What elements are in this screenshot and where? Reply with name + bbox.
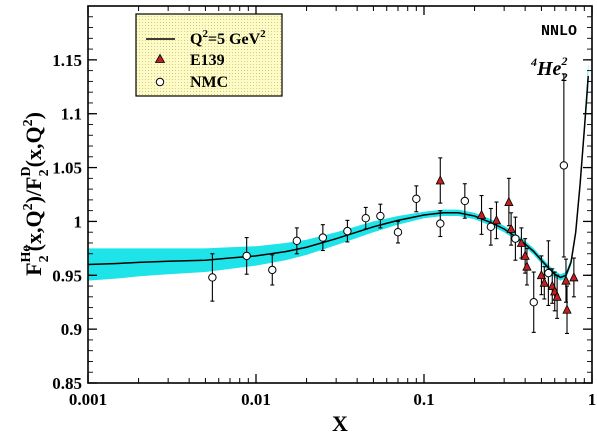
nucleus-label: 4He22 [530, 54, 567, 84]
x-tick-label: 1 [588, 390, 597, 409]
plot-frame [87, 5, 593, 384]
nmc-point [376, 211, 385, 221]
y-tick-label: 0.9 [61, 320, 82, 339]
e139-point [506, 223, 516, 233]
curve-layer [88, 75, 590, 279]
x-axis-title: X [332, 411, 348, 436]
uncertainty-band-layer [88, 63, 589, 281]
nmc-point [486, 222, 496, 232]
e139-point [516, 237, 527, 247]
nmc-point [412, 194, 421, 204]
legend: Q2=5 GeV2 E139 NMC [135, 13, 283, 97]
e139-point [435, 175, 445, 185]
e139-point [536, 269, 547, 280]
theory-curve [88, 75, 590, 279]
nmc-point [559, 161, 569, 170]
e139-point [522, 261, 532, 271]
legend-triangle-marker [154, 53, 166, 63]
legend-label-nmc: NMC [190, 74, 228, 91]
nmc-point [393, 228, 403, 237]
e139-point [552, 291, 562, 301]
legend-circle-marker [155, 77, 165, 87]
y-axis-title-text: FHe 2(x,Q2)/FD 2(x,Q2) [19, 112, 52, 276]
e139-point [520, 250, 530, 260]
y-tick-label: 0.85 [52, 374, 82, 393]
nmc-point [242, 251, 251, 261]
x-tick-label: 0.01 [241, 390, 271, 409]
nmc-point [361, 213, 370, 223]
legend-label-e139: E139 [190, 52, 225, 69]
nmc-point [318, 233, 328, 242]
e139-point [539, 277, 549, 287]
y-axis-title: FHe 2(x,Q2)/FD 2(x,Q2) [19, 112, 52, 276]
e139-point [504, 196, 514, 206]
nmc-point [268, 265, 277, 275]
nmc-point [529, 298, 538, 307]
y-tick-label: 1.1 [61, 105, 82, 124]
nmc-point [343, 226, 352, 236]
y-tick-label: 1.05 [52, 159, 82, 178]
x-tick-label: 0.001 [69, 390, 107, 409]
legend-label-curve: Q2=5 GeV2 [190, 28, 266, 48]
nmc-point [511, 234, 520, 243]
order-label: NNLO [541, 23, 577, 40]
e139-point [569, 272, 579, 282]
e139-point [476, 209, 487, 219]
y-tick-label: 1 [74, 212, 83, 231]
x-tick-label: 0.1 [413, 390, 434, 409]
uncertainty-band [88, 63, 589, 281]
e139-point [562, 304, 572, 314]
y-tick-label: 0.95 [52, 266, 82, 285]
error-bar-layer [210, 73, 576, 335]
nmc-point [544, 268, 553, 278]
nmc-point [460, 196, 470, 206]
nmc-point [208, 273, 217, 282]
e139-point [491, 214, 502, 225]
tick-layer: 0.001 0.01 0.1 1 0.85 0.9 0.95 1 1.05 1.1 1.15 [52, 5, 597, 409]
y-tick-label: 1.15 [52, 51, 82, 70]
marker-layer [208, 161, 579, 314]
e139-point [561, 275, 571, 285]
nmc-point [436, 219, 445, 228]
nmc-point [292, 236, 302, 246]
